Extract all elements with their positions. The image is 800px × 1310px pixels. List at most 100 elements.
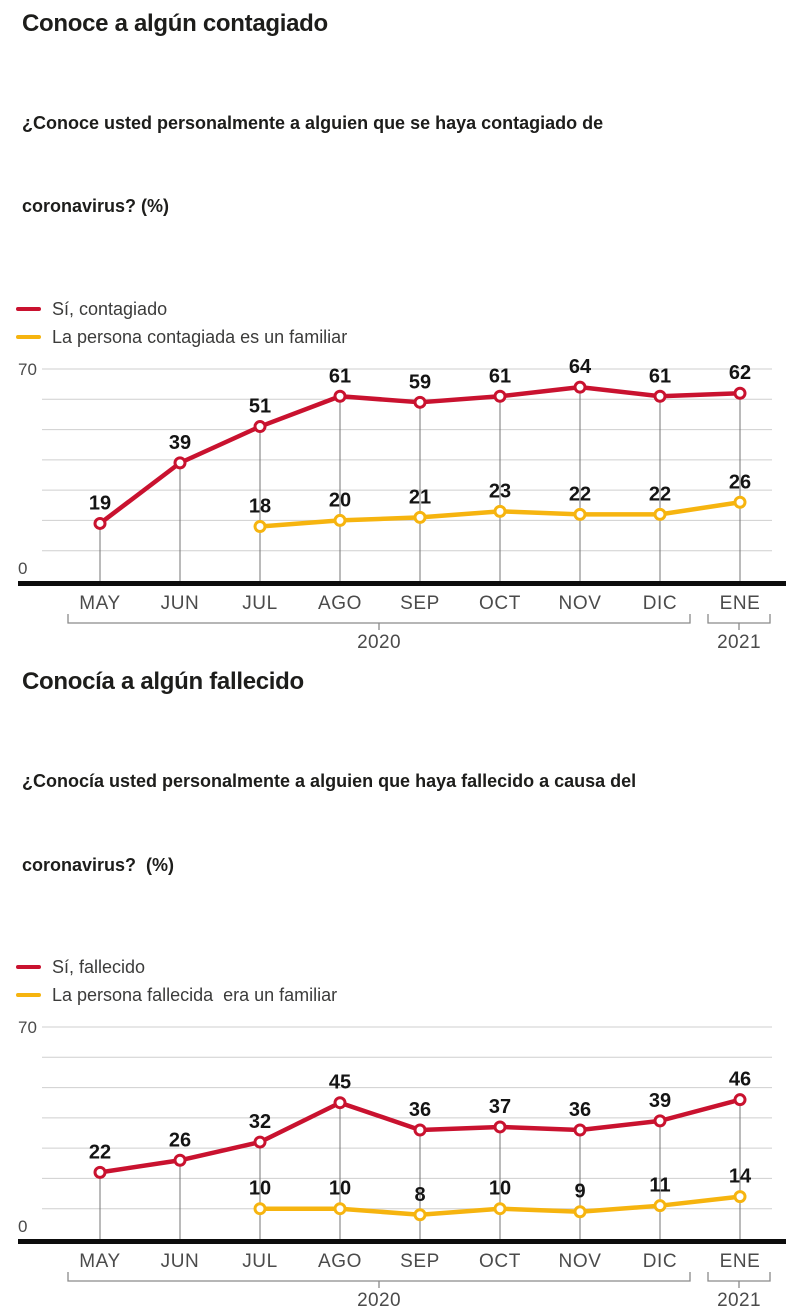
x-axis-baseline — [18, 581, 786, 587]
year-label: 2020 — [357, 632, 401, 652]
data-label: 37 — [489, 1096, 511, 1118]
legend-item-familiar-fallecido: La persona fallecida era un familiar — [16, 981, 800, 1009]
data-point-yellow — [413, 511, 427, 525]
data-label: 8 — [414, 1184, 425, 1206]
year-label: 2020 — [357, 1290, 401, 1310]
year-label: 2021 — [717, 632, 761, 652]
legend-item-si-fallecido: Sí, fallecido — [16, 953, 800, 981]
year-label: 2021 — [717, 1290, 761, 1310]
legend-key-icon — [16, 335, 41, 340]
legend-label: Sí, contagiado — [52, 298, 168, 319]
data-label: 14 — [729, 1166, 752, 1188]
data-point-red — [413, 1123, 427, 1137]
legend-item-si-contagiado: Sí, contagiado — [16, 295, 800, 323]
data-label: 19 — [89, 493, 111, 515]
month-label: ENE — [720, 593, 761, 614]
data-label: 22 — [649, 483, 671, 505]
month-label: SEP — [400, 593, 440, 614]
chart-title: Conocía a algún fallecido — [22, 668, 304, 696]
data-label: 10 — [489, 1178, 511, 1200]
month-label: OCT — [479, 593, 521, 614]
data-label: 10 — [249, 1178, 271, 1200]
data-label: 45 — [329, 1072, 351, 1094]
data-label: 23 — [489, 480, 511, 502]
section-fallecido: Conocía a algún fallecido ¿Conocía usted… — [0, 668, 800, 1310]
legend-item-familiar-contagiado: La persona contagiada es un familiar — [16, 323, 800, 351]
data-label: 64 — [569, 357, 592, 378]
data-label: 61 — [489, 365, 511, 387]
data-label: 61 — [329, 365, 351, 387]
month-label: DIC — [643, 593, 678, 614]
data-point-red — [93, 517, 107, 531]
data-point-yellow — [573, 507, 587, 521]
data-label: 62 — [729, 362, 751, 384]
data-label: 61 — [649, 365, 671, 387]
data-label: 59 — [409, 371, 431, 393]
data-point-yellow — [493, 1202, 507, 1216]
subtitle-line-2: coronavirus? (%) — [22, 854, 175, 875]
data-point-red — [253, 1135, 267, 1149]
data-point-yellow — [253, 1202, 267, 1216]
month-label: SEP — [400, 1251, 440, 1272]
legend-label: La persona fallecida era un familiar — [52, 984, 338, 1005]
data-label: 10 — [329, 1178, 351, 1200]
y-axis-zero-label: 0 — [18, 1217, 27, 1236]
data-label: 26 — [169, 1130, 191, 1152]
month-label: AGO — [318, 593, 362, 614]
month-label: JUN — [161, 593, 200, 614]
subtitle-line-1: ¿Conoce usted personalmente a alguien qu… — [22, 112, 604, 133]
data-point-red — [653, 1114, 667, 1128]
chart-title: Conoce a algún contagiado — [22, 10, 328, 37]
data-label: 26 — [729, 471, 751, 493]
month-label: ENE — [720, 1251, 761, 1272]
month-label: JUL — [242, 1251, 278, 1272]
month-label: NOV — [559, 593, 602, 614]
month-label: DIC — [643, 1251, 678, 1272]
data-point-red — [733, 386, 747, 400]
data-point-red — [173, 1154, 187, 1168]
data-point-red — [333, 1096, 347, 1110]
chart-subtitle: ¿Conocía usted personalmente a alguien q… — [22, 712, 770, 935]
data-point-red — [573, 380, 587, 394]
data-label: 11 — [649, 1175, 670, 1197]
data-point-yellow — [333, 514, 347, 528]
data-point-yellow — [333, 1202, 347, 1216]
data-point-yellow — [573, 1205, 587, 1219]
data-label: 39 — [169, 432, 191, 454]
data-label: 36 — [409, 1099, 431, 1121]
y-axis-max-label: 70 — [18, 1018, 37, 1037]
data-point-yellow — [733, 1190, 747, 1204]
data-point-red — [573, 1123, 587, 1137]
data-label: 21 — [409, 487, 431, 509]
data-point-red — [173, 456, 187, 470]
legend: Sí, contagiado La persona contagiada es … — [16, 295, 800, 351]
data-point-red — [733, 1093, 747, 1107]
data-label: 22 — [569, 483, 591, 505]
data-point-red — [493, 1120, 507, 1134]
year-bracket — [67, 614, 691, 624]
data-point-red — [653, 389, 667, 403]
month-label: AGO — [318, 1251, 362, 1272]
data-point-yellow — [493, 504, 507, 518]
chart-subtitle: ¿Conoce usted personalmente a alguien qu… — [22, 54, 770, 277]
data-point-yellow — [253, 520, 267, 534]
data-point-yellow — [733, 495, 747, 509]
month-label: OCT — [479, 1251, 521, 1272]
subtitle-line-1: ¿Conocía usted personalmente a alguien q… — [22, 770, 637, 791]
legend: Sí, fallecido La persona fallecida era u… — [16, 953, 800, 1009]
data-label: 39 — [649, 1090, 671, 1112]
data-point-red — [253, 420, 267, 434]
month-label: JUN — [161, 1251, 200, 1272]
legend-key-icon — [16, 307, 41, 312]
data-point-yellow — [653, 507, 667, 521]
month-label: MAY — [79, 1251, 121, 1272]
data-point-red — [93, 1166, 107, 1180]
year-bracket — [707, 1272, 771, 1282]
month-label: JUL — [242, 593, 278, 614]
data-point-yellow — [413, 1208, 427, 1222]
data-label: 46 — [729, 1069, 751, 1091]
data-point-red — [333, 389, 347, 403]
data-label: 36 — [569, 1099, 591, 1121]
line-chart-fallecido: 70 0 22 26 32 45 36 37 36 39 46 10 10 8 10 9 11 14 MAY JUN J… — [18, 1018, 786, 1310]
legend-label: La persona contagiada es un familiar — [52, 326, 348, 347]
